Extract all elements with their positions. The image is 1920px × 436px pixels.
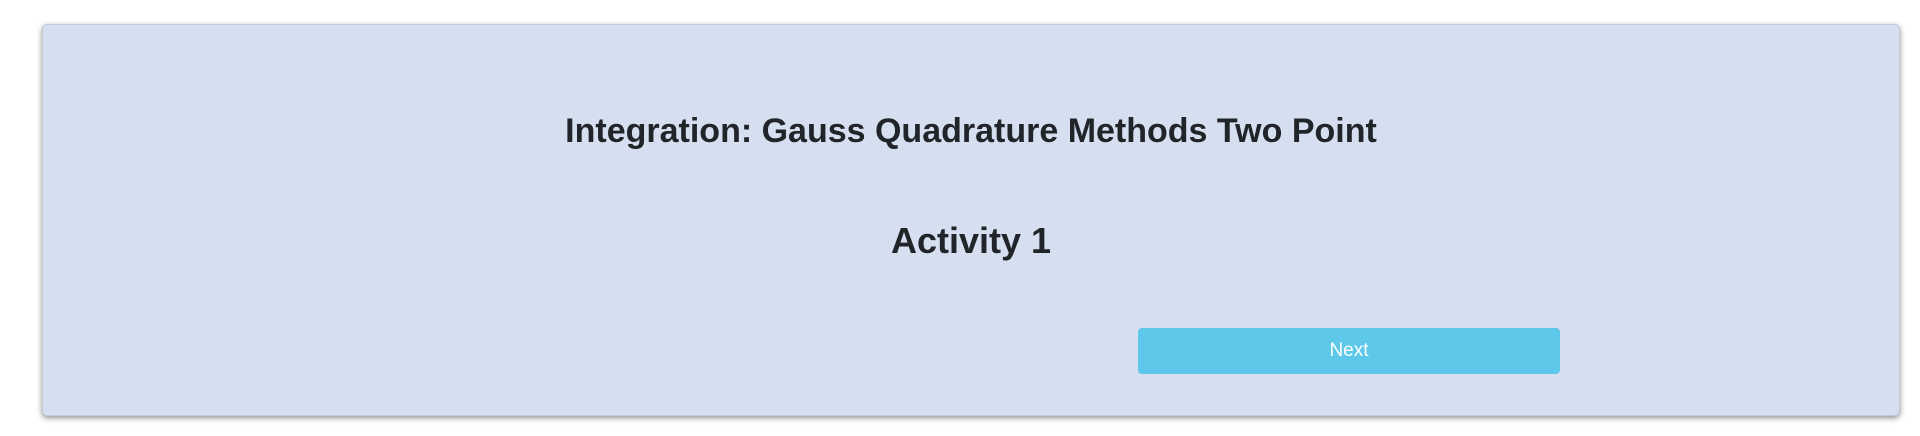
activity-card: Integration: Gauss Quadrature Methods Tw… <box>42 24 1900 416</box>
page-title: Integration: Gauss Quadrature Methods Tw… <box>565 112 1377 150</box>
activity-title: Activity 1 <box>890 220 1052 261</box>
next-button[interactable]: Next <box>1138 328 1560 374</box>
